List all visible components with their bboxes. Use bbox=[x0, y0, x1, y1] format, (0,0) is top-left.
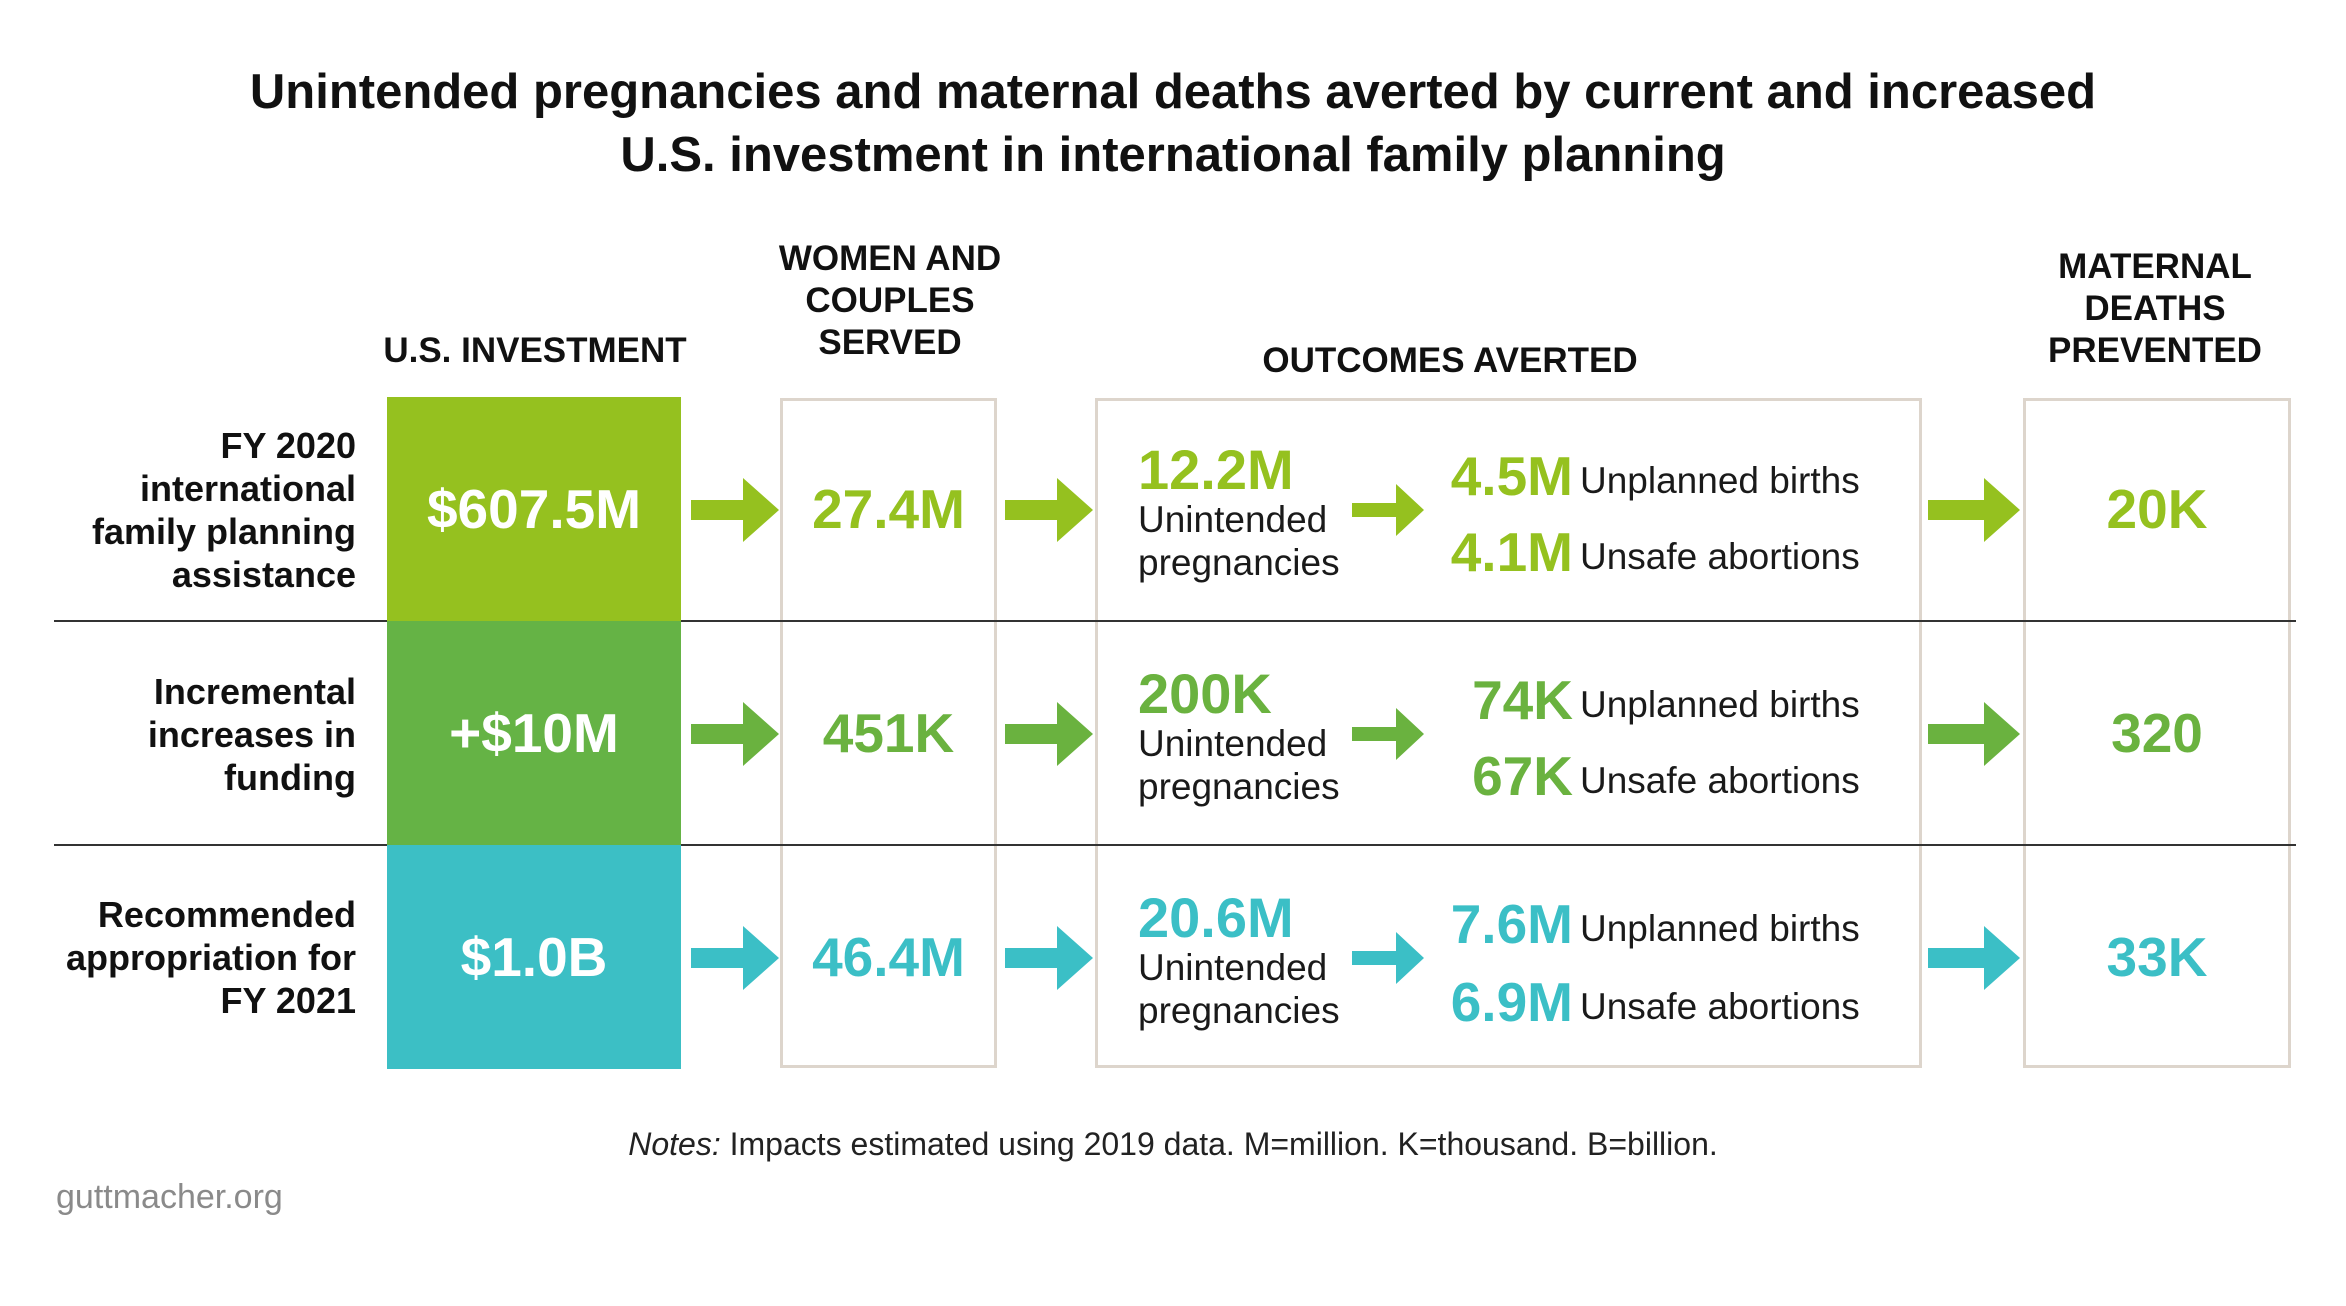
arrow-icon bbox=[1005, 926, 1093, 990]
unplanned-births-label: Unplanned births bbox=[1580, 908, 1860, 949]
arrow-icon bbox=[1928, 478, 2020, 542]
chart-title-line-2: U.S. investment in international family … bbox=[620, 128, 1726, 182]
unsafe-abortions-label: Unsafe abortions bbox=[1580, 760, 1860, 801]
unsafe-abortions-value: 4.1M bbox=[1450, 521, 1573, 583]
served-value: 451K bbox=[822, 702, 955, 764]
served-value: 46.4M bbox=[812, 926, 965, 988]
notes-label: Notes: bbox=[628, 1126, 721, 1162]
unintended-pregnancies-label: Unintended pregnancies bbox=[1138, 946, 1340, 1032]
unintended-label-line: pregnancies bbox=[1138, 542, 1340, 583]
arrow-icon bbox=[1928, 926, 2020, 990]
unintended-label-line: pregnancies bbox=[1138, 990, 1340, 1031]
outcomes-column-box bbox=[1095, 398, 1922, 1068]
source-credit: guttmacher.org bbox=[56, 1178, 283, 1216]
unintended-label-line: pregnancies bbox=[1138, 766, 1340, 807]
investment-value: +$10M bbox=[449, 702, 619, 764]
maternal-deaths-value: 33K bbox=[2106, 926, 2208, 988]
row-label-line: international bbox=[139, 468, 356, 509]
arrow-icon bbox=[691, 926, 779, 990]
row-divider bbox=[54, 844, 2296, 846]
column-header-investment: U.S. INVESTMENT bbox=[383, 331, 687, 370]
row-label-incremental: Incremental increases in funding bbox=[20, 670, 356, 799]
row-label-line: family planning bbox=[91, 511, 356, 552]
notes: Notes: Impacts estimated using 2019 data… bbox=[0, 1126, 2346, 1163]
unplanned-births-value: 7.6M bbox=[1450, 893, 1573, 955]
column-header-deaths-line: PREVENTED bbox=[2048, 331, 2262, 370]
unsafe-abortions-label: Unsafe abortions bbox=[1580, 536, 1860, 577]
row-label-line: FY 2020 bbox=[220, 425, 356, 466]
served-column-box bbox=[780, 398, 997, 1068]
notes-text: Impacts estimated using 2019 data. M=mil… bbox=[729, 1126, 1718, 1162]
row-divider bbox=[54, 620, 2296, 622]
unintended-pregnancies-value: 20.6M bbox=[1138, 886, 1294, 949]
deaths-column-box bbox=[2023, 398, 2291, 1068]
arrow-icon bbox=[1005, 702, 1093, 766]
row-label-line: increases in bbox=[147, 714, 356, 755]
unsafe-abortions-value: 6.9M bbox=[1450, 971, 1573, 1033]
served-value: 27.4M bbox=[812, 478, 965, 540]
unplanned-births-value: 74K bbox=[1472, 669, 1573, 731]
unplanned-births-value: 4.5M bbox=[1450, 445, 1573, 507]
row-label-line: Incremental bbox=[153, 671, 356, 712]
row-label-recommended: Recommended appropriation for FY 2021 bbox=[20, 893, 356, 1022]
row-label-line: Recommended bbox=[97, 894, 356, 935]
arrow-icon bbox=[1928, 702, 2020, 766]
unintended-label-line: Unintended bbox=[1138, 947, 1328, 988]
unintended-label-line: Unintended bbox=[1138, 499, 1328, 540]
column-header-served-line: COUPLES bbox=[805, 281, 975, 320]
row-label-line: FY 2021 bbox=[220, 980, 356, 1021]
column-header-deaths-line: MATERNAL bbox=[2058, 247, 2252, 286]
arrow-icon bbox=[1352, 932, 1424, 984]
unintended-pregnancies-value: 12.2M bbox=[1138, 438, 1294, 501]
investment-value: $1.0B bbox=[460, 926, 608, 988]
unintended-label-line: Unintended bbox=[1138, 723, 1328, 764]
column-header-served: WOMEN AND COUPLES SERVED bbox=[740, 238, 1040, 364]
column-header-served-line: WOMEN AND bbox=[778, 239, 1002, 278]
column-header-served-line: SERVED bbox=[818, 323, 962, 362]
column-header-outcomes: OUTCOMES AVERTED bbox=[1262, 341, 1638, 380]
investment-box-fy2020: $607.5M bbox=[387, 397, 681, 621]
arrow-icon bbox=[691, 478, 779, 542]
unplanned-births-label: Unplanned births bbox=[1580, 684, 1860, 725]
chart-title-line-1: Unintended pregnancies and maternal deat… bbox=[249, 65, 2097, 119]
column-header-deaths-line: DEATHS bbox=[2084, 289, 2226, 328]
investment-value: $607.5M bbox=[426, 478, 642, 540]
arrow-icon bbox=[691, 702, 779, 766]
unplanned-births-label: Unplanned births bbox=[1580, 460, 1860, 501]
arrow-icon bbox=[1005, 478, 1093, 542]
unintended-pregnancies-value: 200K bbox=[1138, 662, 1272, 725]
arrow-icon bbox=[1352, 484, 1424, 536]
investment-box-recommended: $1.0B bbox=[387, 845, 681, 1069]
arrow-icon bbox=[1352, 708, 1424, 760]
unsafe-abortions-value: 67K bbox=[1472, 745, 1573, 807]
row-label-line: assistance bbox=[171, 554, 356, 595]
row-label-line: appropriation for bbox=[66, 937, 356, 978]
maternal-deaths-value: 320 bbox=[2111, 702, 2203, 764]
investment-box-incremental: +$10M bbox=[387, 621, 681, 845]
row-label-fy2020: FY 2020 international family planning as… bbox=[20, 424, 356, 596]
unintended-pregnancies-label: Unintended pregnancies bbox=[1138, 498, 1340, 584]
unintended-pregnancies-label: Unintended pregnancies bbox=[1138, 722, 1340, 808]
row-label-line: funding bbox=[224, 757, 356, 798]
maternal-deaths-value: 20K bbox=[2106, 478, 2208, 540]
column-header-deaths: MATERNAL DEATHS PREVENTED bbox=[2020, 246, 2290, 372]
unsafe-abortions-label: Unsafe abortions bbox=[1580, 986, 1860, 1027]
